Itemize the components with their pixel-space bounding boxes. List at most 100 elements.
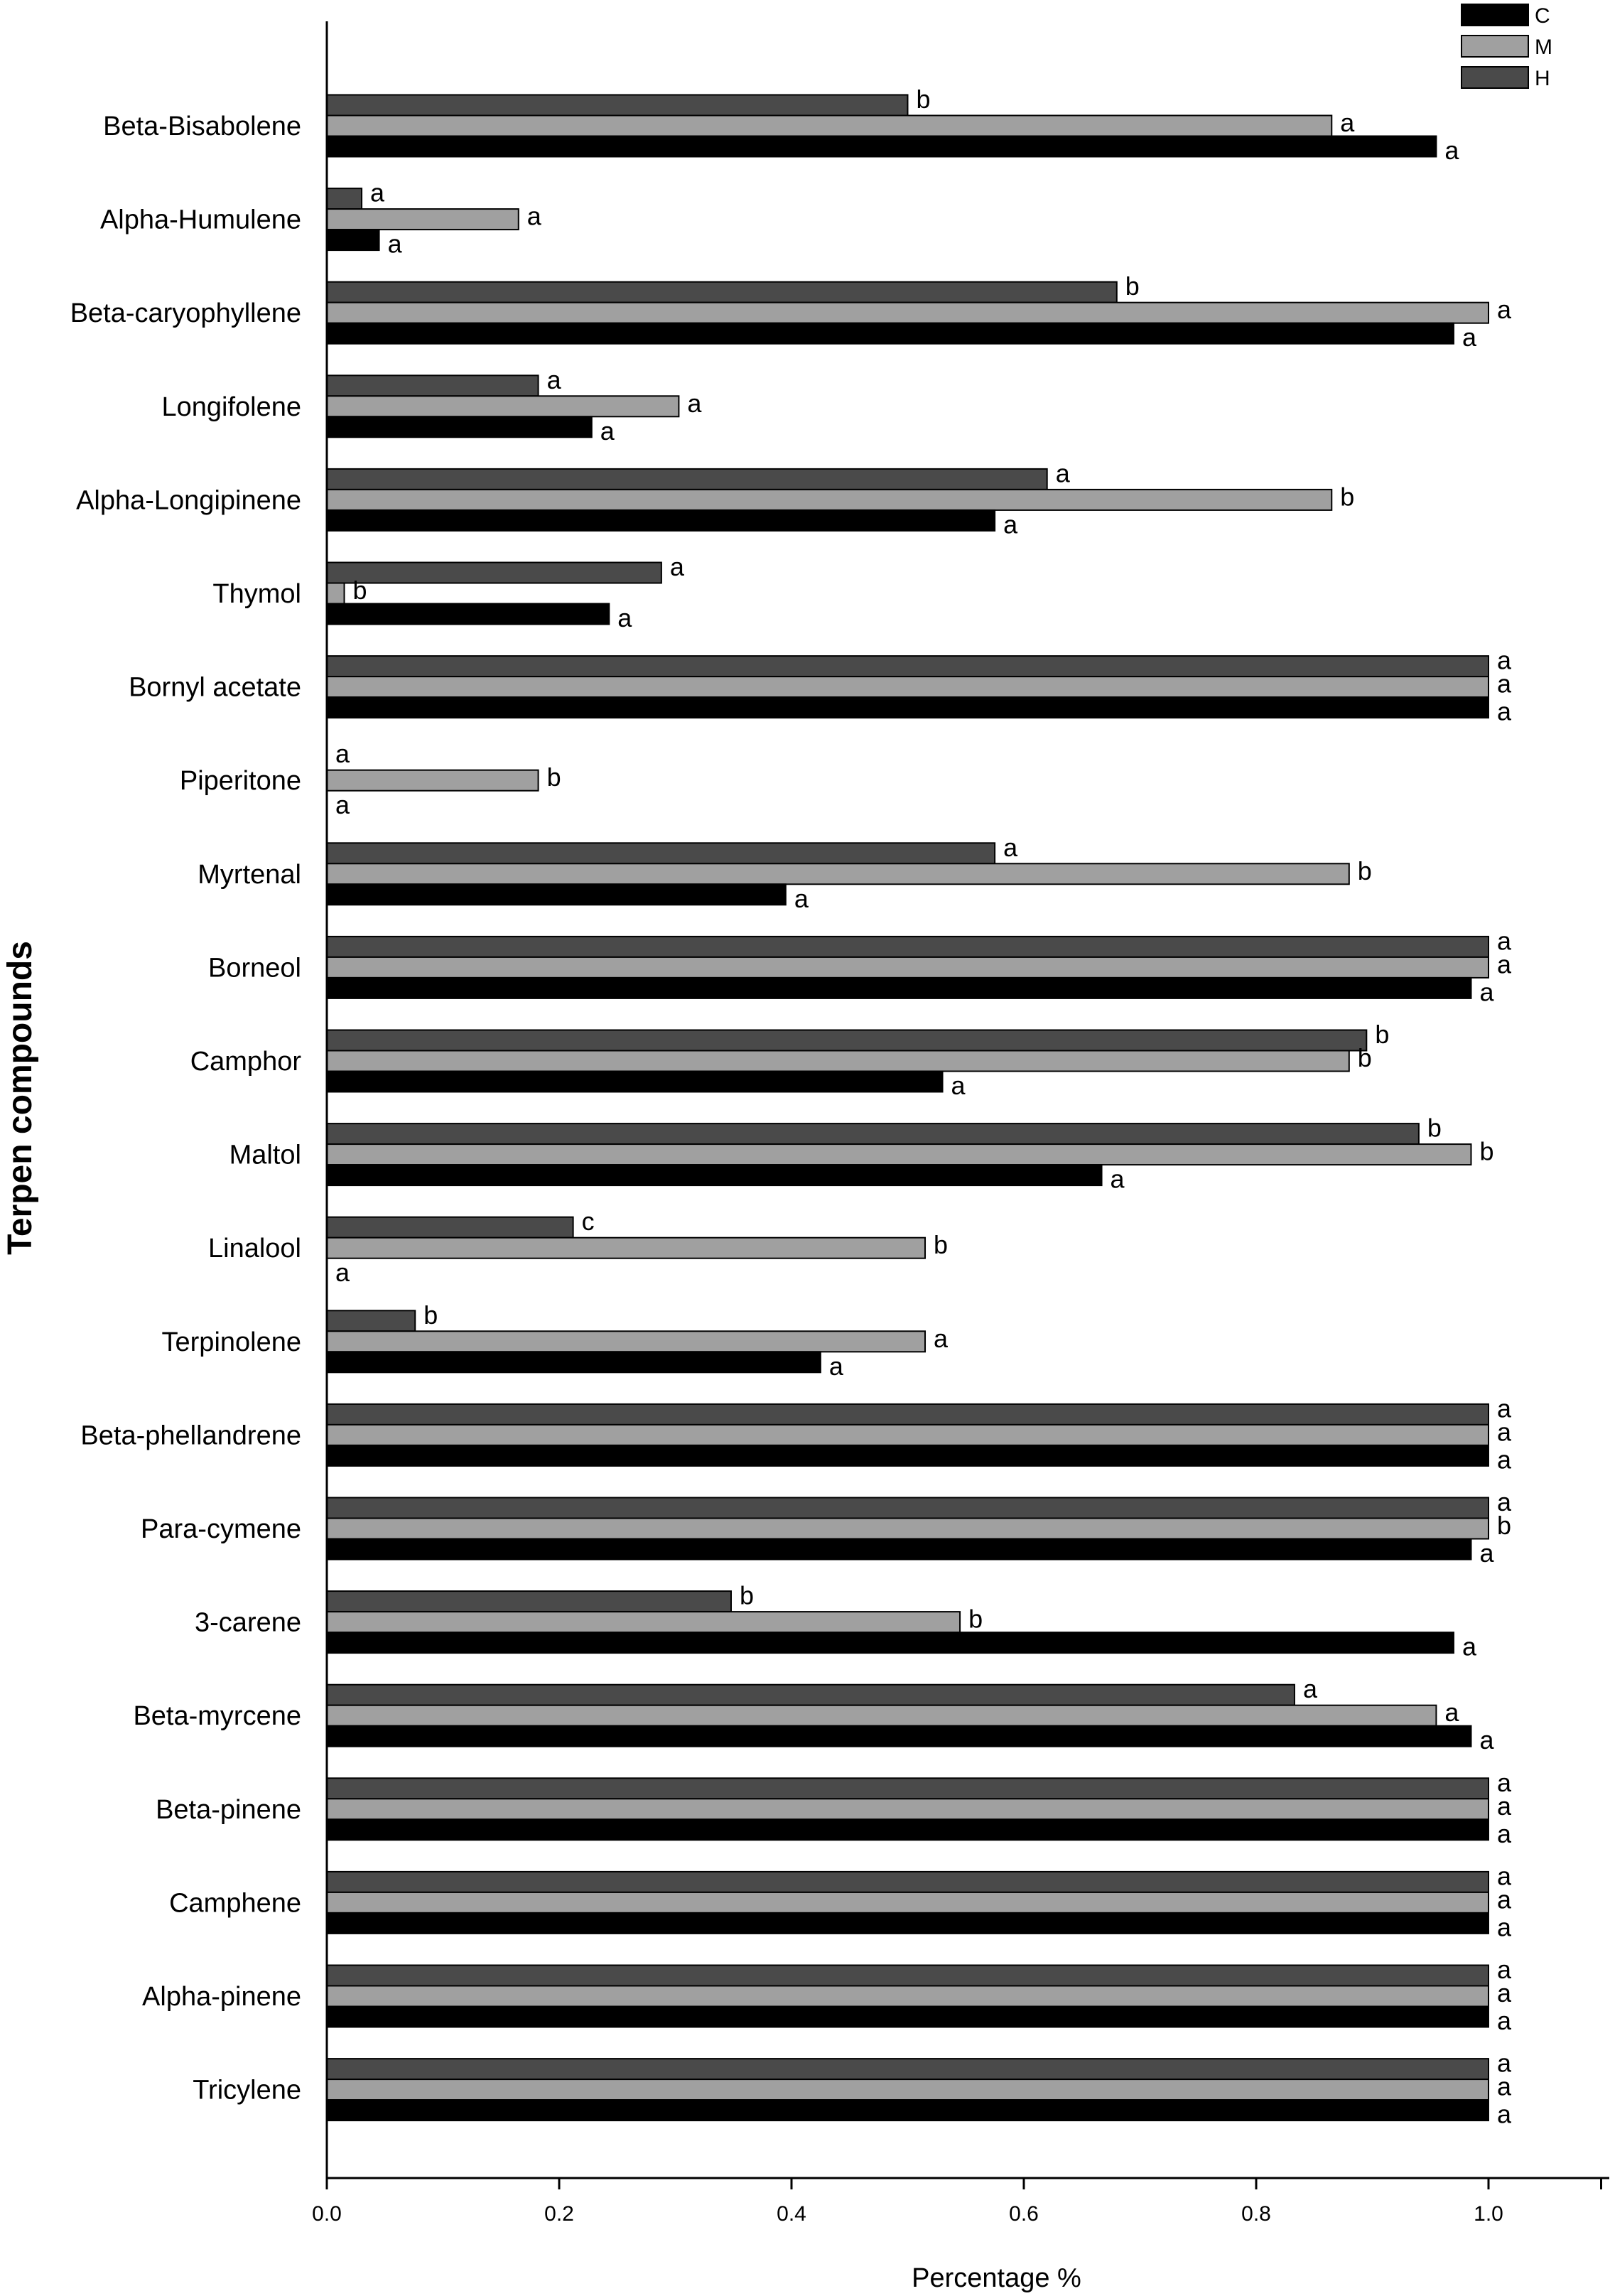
sig-label-tricylene-m: a — [1497, 2072, 1512, 2101]
sig-label-camphene-h: a — [1497, 1861, 1512, 1890]
sig-label-beta-bisabolene-m: a — [1340, 108, 1355, 137]
category-labels-layer: Beta-Bisabolene Alpha-Humulene Beta-caryop… — [70, 112, 302, 2106]
category-label-linalool: Linalool — [208, 1234, 301, 1263]
sig-label-para-cymene-h: a — [1497, 1487, 1512, 1516]
bar-thymol-h — [326, 561, 662, 584]
bar-linalool-m — [326, 1236, 926, 1259]
bar-alpha-humulene-c — [326, 229, 380, 252]
sig-label-3-carene-h: b — [740, 1581, 754, 1610]
sig-label-bornyl-acetate-m: a — [1497, 669, 1512, 699]
bar-maltol-h — [326, 1123, 1420, 1146]
category-label-bornyl-acetate: Bornyl acetate — [129, 673, 301, 703]
category-label-borneol: Borneol — [208, 953, 301, 983]
bar-beta-pinene-c — [326, 1818, 1489, 1841]
bar-beta-pinene-h — [326, 1777, 1489, 1800]
bar-bornyl-acetate-m — [326, 676, 1489, 699]
bar-alpha-humulene-h — [326, 188, 363, 210]
sig-label-alpha-pinene-m: a — [1497, 1978, 1512, 2007]
bar-camphene-c — [326, 1912, 1489, 1934]
sig-label-thymol-m: b — [353, 576, 367, 605]
sig-label-borneol-m: a — [1497, 949, 1512, 979]
sig-label-beta-caryophyllene-m: a — [1497, 295, 1512, 324]
bar-myrtenal-h — [326, 842, 996, 865]
bar-bornyl-acetate-h — [326, 655, 1489, 678]
category-label-beta-myrcene: Beta-myrcene — [133, 1701, 301, 1731]
bar-beta-myrcene-c — [326, 1725, 1472, 1747]
bar-alpha-humulene-m — [326, 208, 519, 231]
bar-camphor-h — [326, 1029, 1368, 1052]
sig-label-3-carene-c: a — [1462, 1632, 1477, 1661]
bar-terpinolene-m — [326, 1330, 926, 1353]
bar-beta-caryophyllene-c — [326, 322, 1454, 345]
bar-terpinolene-c — [326, 1351, 821, 1374]
sig-label-beta-phellandrene-h: a — [1497, 1394, 1512, 1423]
sig-label-camphene-m: a — [1497, 1885, 1512, 1914]
bar-bornyl-acetate-c — [326, 696, 1489, 719]
bar-beta-myrcene-m — [326, 1704, 1437, 1727]
bar-beta-phellandrene-h — [326, 1403, 1489, 1425]
legend-swatch-h — [1461, 66, 1529, 89]
sig-label-maltol-h: b — [1427, 1114, 1442, 1143]
sig-label-alpha-longipinene-m: b — [1340, 482, 1354, 511]
x-ticks-layer: 0.0 0.2 0.4 0.6 0.8 1.0 — [312, 2178, 1602, 2226]
sig-label-camphor-c: a — [951, 1071, 966, 1100]
sig-label-borneol-c: a — [1479, 977, 1494, 1006]
sig-label-terpinolene-m: a — [934, 1324, 949, 1353]
bar-tricylene-c — [326, 2099, 1489, 2122]
sig-label-beta-myrcene-c: a — [1479, 1725, 1494, 1755]
legend-swatch-m — [1461, 35, 1529, 58]
bar-para-cymene-c — [326, 1538, 1472, 1561]
bar-myrtenal-m — [326, 863, 1350, 885]
category-label-myrtenal: Myrtenal — [198, 860, 301, 890]
category-label-alpha-humulene: Alpha-Humulene — [100, 205, 301, 235]
x-tick-label: 0.8 — [1241, 2202, 1271, 2226]
sig-label-alpha-pinene-c: a — [1497, 2006, 1512, 2035]
sig-label-beta-caryophyllene-h: b — [1125, 271, 1140, 301]
bar-beta-pinene-m — [326, 1798, 1489, 1821]
sig-label-beta-bisabolene-c: a — [1444, 136, 1459, 165]
category-label-para-cymene: Para-cymene — [141, 1514, 301, 1544]
sig-label-linalool-c: a — [335, 1258, 350, 1287]
bar-beta-phellandrene-m — [326, 1423, 1489, 1446]
bar-terpinolene-h — [326, 1310, 416, 1332]
sig-label-linalool-h: c — [582, 1207, 595, 1236]
bar-3-carene-h — [326, 1590, 732, 1613]
category-label-camphor: Camphor — [190, 1047, 302, 1077]
x-tick-label: 0.4 — [777, 2202, 806, 2226]
legend-swatch-c — [1461, 4, 1529, 26]
sig-label-beta-phellandrene-m: a — [1497, 1417, 1512, 1446]
category-label-tricylene: Tricylene — [193, 2076, 301, 2106]
x-tick-label: 1.0 — [1474, 2202, 1503, 2226]
legend-label-m: M — [1535, 36, 1552, 59]
category-label-alpha-longipinene: Alpha-Longipinene — [76, 485, 301, 515]
sig-label-alpha-humulene-m: a — [527, 202, 542, 231]
significance-labels-layer: baaaaabaaaaaabaabaaaaabaabaaaabbabbacbab… — [335, 85, 1512, 2129]
category-label-alpha-pinene: Alpha-pinene — [142, 1982, 301, 2012]
x-tick-label: 0.6 — [1009, 2202, 1039, 2226]
bar-tricylene-h — [326, 2058, 1489, 2081]
sig-label-longifolene-h: a — [547, 365, 562, 394]
bar-borneol-m — [326, 956, 1489, 979]
sig-label-para-cymene-m: b — [1497, 1511, 1511, 1540]
sig-label-terpinolene-c: a — [829, 1352, 844, 1381]
sig-label-beta-pinene-m: a — [1497, 1791, 1512, 1821]
bars-layer — [326, 94, 1489, 2122]
sig-label-beta-myrcene-m: a — [1444, 1698, 1459, 1727]
bar-camphor-c — [326, 1070, 944, 1093]
bar-beta-caryophyllene-h — [326, 281, 1118, 303]
bar-borneol-h — [326, 935, 1489, 958]
bar-alpha-pinene-m — [326, 1985, 1489, 2007]
bar-alpha-pinene-c — [326, 2005, 1489, 2028]
x-tick-label: 0.0 — [312, 2202, 342, 2226]
category-label-maltol: Maltol — [229, 1141, 301, 1170]
category-label-beta-pinene: Beta-pinene — [156, 1795, 301, 1825]
bar-borneol-c — [326, 976, 1472, 999]
category-label-longifolene: Longifolene — [161, 392, 301, 422]
sig-label-bornyl-acetate-c: a — [1497, 697, 1512, 726]
legend-label-c: C — [1535, 4, 1550, 28]
bar-para-cymene-h — [326, 1497, 1489, 1519]
sig-label-bornyl-acetate-h: a — [1497, 646, 1512, 675]
bar-beta-bisabolene-c — [326, 135, 1437, 158]
category-label-camphene: Camphene — [169, 1888, 301, 1918]
